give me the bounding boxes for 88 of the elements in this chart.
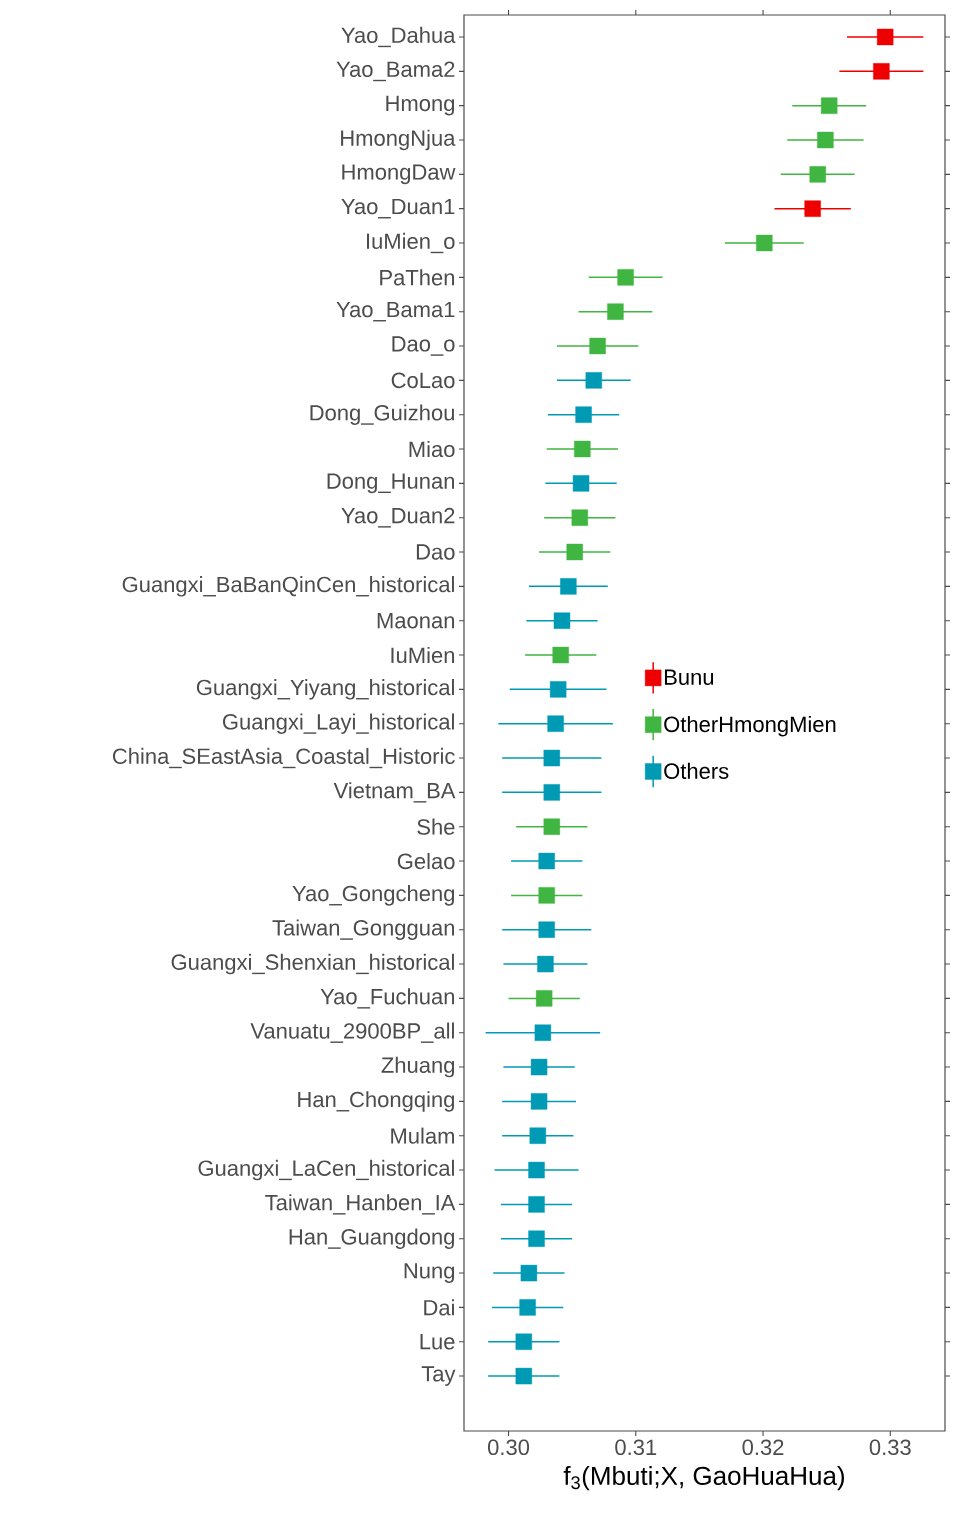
point xyxy=(552,646,569,664)
x-tick-label: 0.31 xyxy=(615,1439,657,1456)
y-tick-label: IuMien_o xyxy=(366,232,455,254)
point xyxy=(585,372,602,389)
legend-label: Others xyxy=(664,762,729,779)
y-tick-label: She xyxy=(417,818,455,835)
point xyxy=(528,1230,545,1247)
y-tick-label: Guangxi_BaBanQinCen_historical xyxy=(122,576,454,597)
x-tick-label: 0.30 xyxy=(487,1439,530,1456)
y-tick-label: Miao xyxy=(409,440,455,458)
y-tick-label: Guangxi_Shenxian_historical xyxy=(171,953,454,975)
y-tick-label: Dai xyxy=(424,1299,454,1316)
y-tick-label: Yao_Fuchuan xyxy=(320,988,455,1009)
y-tick-label: Taiwan_Gongguan xyxy=(272,919,455,940)
point xyxy=(560,578,577,595)
y-tick-label: Lue xyxy=(420,1334,455,1350)
point xyxy=(538,887,555,904)
point xyxy=(873,63,890,80)
y-tick-label: Tay xyxy=(421,1366,456,1386)
y-tick-label: Mulam xyxy=(391,1127,454,1144)
y-tick-label: HmongDaw xyxy=(342,164,456,185)
point xyxy=(515,1367,532,1385)
y-tick-label: Yao_Bama2 xyxy=(336,61,455,82)
point xyxy=(572,475,590,492)
y-tick-label: Yao_Duan2 xyxy=(341,507,455,528)
point xyxy=(519,1299,536,1316)
y-tick-label: Taiwan_Hanben_IA xyxy=(265,1194,456,1215)
y-tick-label: Yao_Duan1 xyxy=(341,198,455,219)
y-tick-label: CoLao xyxy=(391,372,455,389)
point xyxy=(607,303,624,320)
y-tick-label: Yao_Dahua xyxy=(341,26,456,48)
point xyxy=(543,784,560,801)
y-tick-label: Maonan xyxy=(377,613,455,629)
y-tick-label: Dong_Hunan xyxy=(327,473,454,494)
point xyxy=(566,543,583,561)
y-tick-label: Guangxi_LaCen_historical xyxy=(198,1159,454,1181)
point xyxy=(535,990,553,1007)
x-tick-label: 0.33 xyxy=(869,1439,911,1456)
y-tick-label: Nung xyxy=(404,1263,455,1283)
point xyxy=(756,234,773,252)
y-tick-label: Dong_Guizhou xyxy=(310,404,454,425)
y-tick-label: Dao xyxy=(416,544,455,560)
legend-label: Bunu xyxy=(664,669,714,685)
point xyxy=(543,818,560,835)
point xyxy=(538,921,555,938)
y-tick-label: HmongNjua xyxy=(341,129,456,151)
point xyxy=(543,749,560,767)
y-tick-label: Vanuatu_2900BP_all xyxy=(250,1022,454,1043)
point xyxy=(528,1161,545,1179)
y-tick-label: Guangxi_Yiyang_historical xyxy=(196,679,454,700)
point xyxy=(617,269,634,286)
point xyxy=(530,1093,548,1110)
y-tick-label: Guangxi_Layi_historical xyxy=(223,713,454,734)
point xyxy=(821,97,838,114)
point xyxy=(809,166,826,183)
point xyxy=(876,28,894,46)
point xyxy=(534,1024,552,1041)
point xyxy=(553,612,571,629)
point xyxy=(515,1333,532,1350)
y-tick-label: China_SEastAsia_Coastal_Historic xyxy=(112,747,455,769)
point xyxy=(574,440,591,458)
point xyxy=(530,1058,548,1076)
point xyxy=(528,1196,545,1213)
legend-label: OtherHmongMien xyxy=(664,715,836,737)
x-axis-title: f$_{3}$(Mbuti;X, GaoHuaHua) xyxy=(563,1465,844,1491)
y-tick-label: Hmong xyxy=(386,95,455,116)
point xyxy=(817,131,834,149)
y-tick-label: Yao_Gongcheng xyxy=(292,885,455,906)
y-tick-label: PaThen xyxy=(380,269,455,286)
y-tick-label: Dao_o xyxy=(392,336,455,356)
point xyxy=(804,200,821,217)
y-tick-label: Zhuang xyxy=(381,1056,455,1078)
point xyxy=(547,715,564,732)
y-tick-label: Yao_Bama1 xyxy=(336,301,455,322)
y-tick-label: Gelao xyxy=(397,852,455,870)
y-tick-label: Han_Guangdong xyxy=(289,1228,455,1249)
point xyxy=(538,852,555,870)
point xyxy=(575,406,592,423)
point xyxy=(571,509,588,526)
point xyxy=(537,955,554,973)
point xyxy=(589,337,606,355)
point xyxy=(520,1264,538,1282)
y-tick-label: Vietnam_BA xyxy=(333,782,456,803)
point xyxy=(529,1127,546,1144)
y-tick-label: IuMien xyxy=(391,646,455,664)
point xyxy=(549,681,567,698)
y-tick-label: Han_Chongqing xyxy=(298,1091,454,1112)
x-tick-label: 0.32 xyxy=(742,1439,784,1456)
